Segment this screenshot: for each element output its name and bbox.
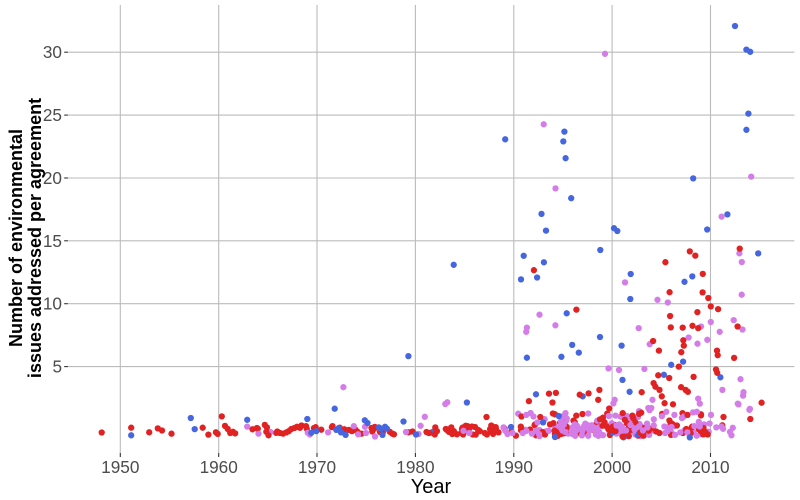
svg-text:1980: 1980 xyxy=(396,457,434,477)
svg-text:2010: 2010 xyxy=(691,457,729,477)
svg-text:1960: 1960 xyxy=(200,457,238,477)
svg-text:1990: 1990 xyxy=(495,457,533,477)
svg-text:30: 30 xyxy=(43,42,62,62)
svg-text:1970: 1970 xyxy=(298,457,336,477)
svg-text:20: 20 xyxy=(43,168,62,188)
svg-text:15: 15 xyxy=(43,231,62,251)
svg-text:5: 5 xyxy=(52,357,62,377)
svg-text:issues addressed per agreement: issues addressed per agreement xyxy=(25,98,45,378)
svg-text:Year: Year xyxy=(411,476,452,498)
svg-text:25: 25 xyxy=(43,105,62,125)
svg-text:2000: 2000 xyxy=(593,457,631,477)
svg-text:1950: 1950 xyxy=(101,457,139,477)
svg-text:10: 10 xyxy=(43,294,62,314)
svg-text:Number of environmental: Number of environmental xyxy=(6,129,26,347)
